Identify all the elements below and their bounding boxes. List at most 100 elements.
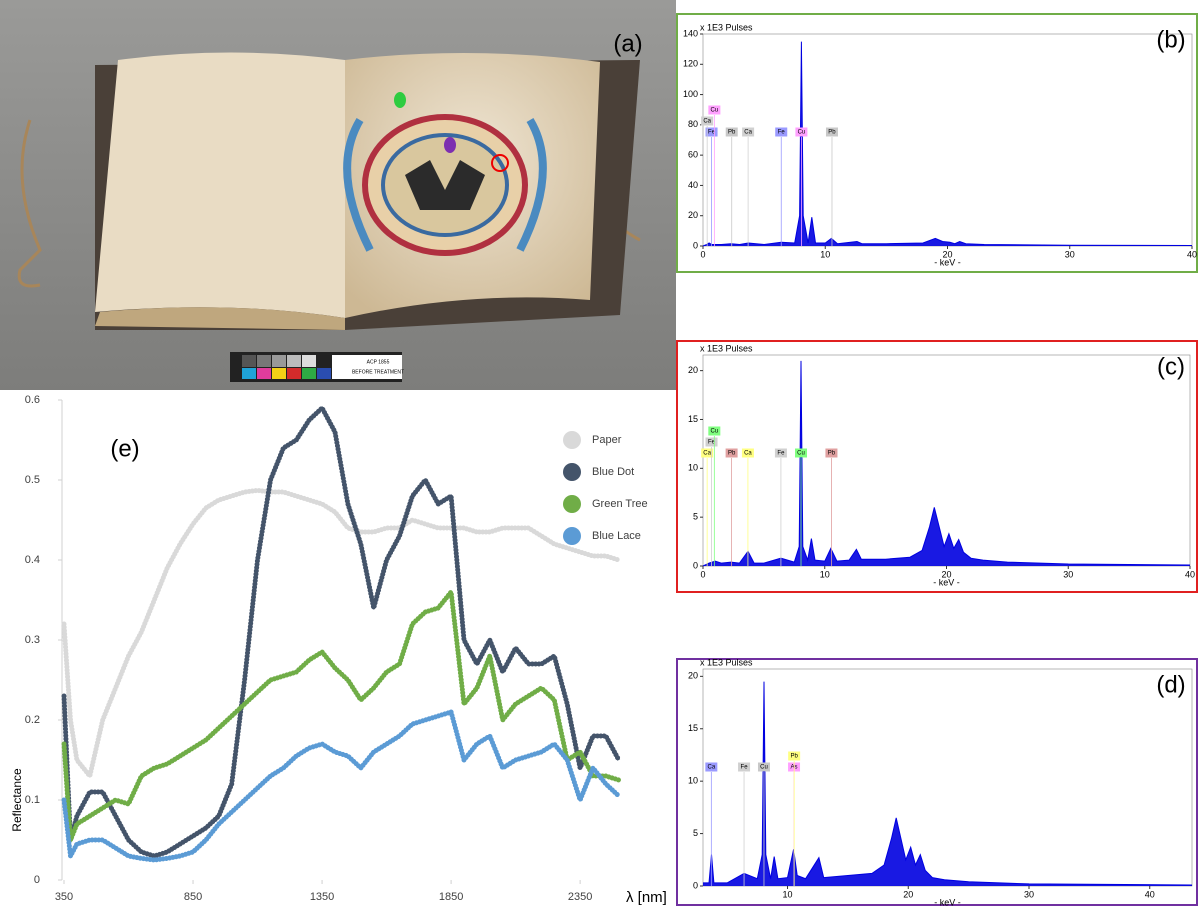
- annotation: Fe: [741, 765, 749, 771]
- annotation: Ca: [744, 130, 752, 136]
- annotation: Cu: [798, 130, 806, 136]
- spectrum-fill: [703, 42, 1192, 246]
- annotation: Cu: [760, 765, 768, 771]
- y-tick-label: 80: [688, 119, 698, 129]
- x-tick-label: 850: [184, 891, 202, 903]
- y-tick-label: 0.5: [25, 474, 40, 486]
- panel-label: (e): [110, 435, 139, 462]
- panel-label: (a): [613, 30, 642, 57]
- x-tick-label: 0: [700, 569, 705, 579]
- annotation: Ca: [703, 451, 711, 457]
- y-tick-label: 5: [693, 512, 698, 522]
- y-tick-label: 100: [683, 89, 698, 99]
- x-tick-label: 30: [1024, 889, 1034, 899]
- spectrum-line: [703, 361, 1190, 566]
- y-tick-label: 20: [688, 210, 698, 220]
- scale-text: BEFORE TREATMENT: [352, 369, 404, 375]
- swatch: [317, 368, 331, 379]
- swatch: [302, 368, 316, 379]
- y-axis-title: x 1E3 Pulses: [700, 22, 753, 32]
- x-axis-title: - keV -: [933, 577, 960, 587]
- swatch: [272, 368, 286, 379]
- panel-label: (d): [1156, 671, 1185, 698]
- panel-label: (c): [1157, 353, 1185, 380]
- swatch: [242, 368, 256, 379]
- x-tick-label: 0: [700, 249, 705, 259]
- panel-frame: [677, 14, 1197, 272]
- x-tick-label: 40: [1185, 569, 1195, 579]
- y-tick-label: 15: [688, 414, 698, 424]
- y-tick-label: 10: [688, 776, 698, 786]
- crest-inner: [383, 135, 507, 235]
- y-tick-label: 0.2: [25, 714, 40, 726]
- x-tick-label: 350: [55, 891, 73, 903]
- swatch: [257, 368, 271, 379]
- page: {"photo": {"label": "(a)", "scale_text":…: [0, 0, 1198, 906]
- y-tick-label: 40: [688, 180, 698, 190]
- swatch: [272, 355, 286, 367]
- y-tick-label: 0: [34, 874, 40, 886]
- annotation: Cu: [797, 451, 805, 457]
- x-tick-label: 10: [783, 889, 793, 899]
- x-tick-label: 1350: [310, 891, 334, 903]
- series-line: [64, 592, 619, 840]
- plot-frame: [703, 355, 1190, 566]
- x-axis-title: - keV -: [934, 897, 961, 906]
- plot-frame: [703, 669, 1192, 886]
- x-axis-title: λ [nm]: [626, 889, 667, 906]
- series-core: [64, 408, 619, 856]
- annotation: Fe: [778, 130, 786, 136]
- annotation: Ca: [744, 451, 752, 457]
- y-tick-label: 15: [688, 723, 698, 733]
- y-tick-label: 60: [688, 150, 698, 160]
- annotation: Ca: [703, 119, 711, 125]
- scale-text: ACP 1855: [367, 359, 390, 365]
- legend-label: Paper: [592, 434, 622, 446]
- x-tick-label: 20: [903, 889, 913, 899]
- annotation: Ca: [707, 765, 715, 771]
- annotation: Pb: [728, 130, 736, 136]
- legend-label: Blue Dot: [592, 466, 634, 478]
- y-tick-label: 0.6: [25, 394, 40, 406]
- y-tick-label: 20: [688, 365, 698, 375]
- y-tick-label: 0.1: [25, 794, 40, 806]
- left-page: [95, 53, 345, 319]
- annotation: Pb: [728, 451, 736, 457]
- panel-frame: [677, 659, 1197, 905]
- x-tick-label: 2350: [568, 891, 592, 903]
- y-tick-label: 10: [688, 463, 698, 473]
- series-core: [64, 592, 619, 840]
- swatch: [302, 355, 316, 367]
- annotation: Cu: [710, 429, 718, 435]
- annotation: Pb: [790, 754, 798, 760]
- panel-label: (b): [1156, 26, 1185, 53]
- spectrum-line: [703, 682, 1192, 885]
- x-tick-label: 30: [1065, 249, 1075, 259]
- y-tick-label: 0: [693, 240, 698, 250]
- spectrum-line: [703, 42, 1192, 246]
- legend-marker: [563, 463, 581, 481]
- y-tick-label: 0.4: [25, 554, 40, 566]
- legend-marker: [563, 527, 581, 545]
- y-axis-title: Reflectance: [10, 768, 24, 832]
- x-tick-label: 40: [1187, 249, 1197, 259]
- series-core: [64, 490, 619, 776]
- annotation: Pb: [828, 451, 836, 457]
- y-tick-label: 5: [693, 828, 698, 838]
- swatch: [287, 368, 301, 379]
- series-line: [64, 712, 619, 860]
- y-tick-label: 0: [693, 880, 698, 890]
- annotation: Cu: [711, 108, 719, 114]
- plot-frame: [703, 34, 1192, 246]
- legend-label: Blue Lace: [592, 530, 641, 542]
- annotation: Fe: [777, 451, 785, 457]
- y-tick-label: 20: [688, 671, 698, 681]
- legend-marker: [563, 431, 581, 449]
- y-axis-title: x 1E3 Pulses: [700, 343, 753, 353]
- y-tick-label: 140: [683, 28, 698, 38]
- x-tick-label: 10: [820, 249, 830, 259]
- legend-marker: [563, 495, 581, 513]
- x-axis-title: - keV -: [934, 257, 961, 267]
- spectrum-fill: [703, 682, 1192, 886]
- x-tick-label: 30: [1063, 569, 1073, 579]
